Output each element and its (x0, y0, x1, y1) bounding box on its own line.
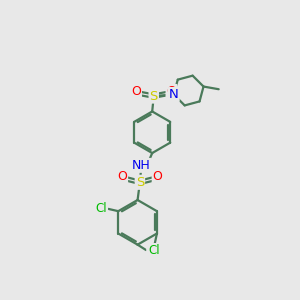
Text: Cl: Cl (149, 244, 161, 257)
Text: O: O (117, 170, 127, 183)
Text: Cl: Cl (95, 202, 107, 215)
Text: O: O (131, 85, 141, 98)
Text: O: O (153, 170, 163, 183)
Text: N: N (169, 88, 178, 101)
Text: Cl: Cl (147, 246, 159, 259)
Text: O: O (167, 85, 176, 98)
Text: NH: NH (132, 159, 151, 172)
Text: S: S (150, 90, 158, 103)
Text: S: S (136, 176, 144, 189)
